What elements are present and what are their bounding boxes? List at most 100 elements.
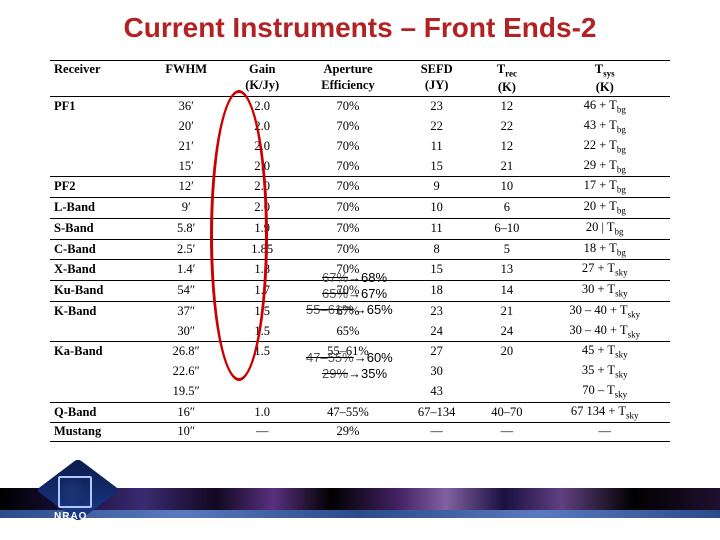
table-cell: 43 [399,382,474,402]
table-row: PF136′2.070%231246 + Tbg [50,97,670,117]
column-header: FWHM [145,61,227,97]
table-cell: 18 + Tbg [539,239,670,260]
column-header: Gain(K/Jy) [227,61,297,97]
table-cell: 9 [399,177,474,198]
table-cell: 10″ [145,423,227,442]
table-cell: 20 | Tbg [539,218,670,239]
table-cell: 67 134 + Tsky [539,402,670,423]
table-cell: 1.8 [227,260,297,281]
slide-title: Current Instruments – Front Ends-2 [0,12,720,44]
table-row: 20′2.070%222243 + Tbg [50,117,670,137]
table-cell: Mustang [50,423,145,442]
table-cell: 17 + Tbg [539,177,670,198]
efficiency-annotation: 29%→35% [322,366,387,381]
table-cell: 29 + Tbg [539,157,670,177]
table-cell: 6–10 [474,218,539,239]
table-cell: 24 [474,322,539,342]
table-cell: 2.0 [227,157,297,177]
table-cell [50,157,145,177]
table-row: 30″1.565%242430 – 40 + Tsky [50,322,670,342]
table-cell: 9′ [145,198,227,219]
table-cell: 15′ [145,157,227,177]
column-header: Receiver [50,61,145,97]
table-cell: 70% [297,218,399,239]
table-cell: 70% [297,239,399,260]
table-row: Q-Band16″1.047–55%67–13440–7067 134 + Ts… [50,402,670,423]
table-cell: 2.0 [227,117,297,137]
table-row: PF212′2.070%91017 + Tbg [50,177,670,198]
table-cell: 46 + Tbg [539,97,670,117]
table-row: 15′2.070%152129 + Tbg [50,157,670,177]
table-cell: 11 [399,218,474,239]
table-cell: 47–55% [297,402,399,423]
table-cell [50,137,145,157]
column-header: Tsys(K) [539,61,670,97]
instruments-table: ReceiverFWHMGain(K/Jy)ApertureEfficiency… [50,60,670,442]
table-cell: — [399,423,474,442]
table-cell: 11 [399,137,474,157]
table-cell: 10 [399,198,474,219]
table-row: C-Band2.5′1.8570%8518 + Tbg [50,239,670,260]
table-cell: 70% [297,157,399,177]
table-cell [474,362,539,382]
table-cell: 70 – Tsky [539,382,670,402]
table-cell: 30 – 40 + Tsky [539,322,670,342]
table-cell: 1.0 [227,402,297,423]
table-cell: 23 [399,301,474,321]
table-cell: 43 + Tbg [539,117,670,137]
table-cell: — [474,423,539,442]
table-cell: 29% [297,423,399,442]
table-cell: 70% [297,97,399,117]
table-cell: C-Band [50,239,145,260]
table-cell [227,382,297,402]
table-row: 21′2.070%111222 + Tbg [50,137,670,157]
table-cell: 20 [474,342,539,362]
column-header: SEFD(JY) [399,61,474,97]
table-cell: 5.8′ [145,218,227,239]
column-header: Trec(K) [474,61,539,97]
table-cell: 40–70 [474,402,539,423]
table-cell: 24 [399,322,474,342]
table-cell: 27 [399,342,474,362]
efficiency-annotation: 65%→67% [322,286,387,301]
logo-text: NRAO [54,511,87,522]
efficiency-annotation: 55–61%→65% [306,302,393,317]
table-cell [227,362,297,382]
table-cell: 18 [399,281,474,302]
table-cell: Ku-Band [50,281,145,302]
table-cell: 22.6″ [145,362,227,382]
table-cell: 13 [474,260,539,281]
nrao-logo: NRAO [48,470,112,520]
instruments-table-wrap: ReceiverFWHMGain(K/Jy)ApertureEfficiency… [50,60,670,442]
efficiency-annotation: 47–55%→60% [306,350,393,365]
table-cell: 20 + Tbg [539,198,670,219]
table-cell [474,382,539,402]
table-cell: 37″ [145,301,227,321]
table-cell: 6 [474,198,539,219]
table-cell: 27 + Tsky [539,260,670,281]
table-cell: 21 [474,301,539,321]
table-cell: 1.5 [227,301,297,321]
table-cell: 1.7 [227,281,297,302]
table-cell: 2.5′ [145,239,227,260]
table-cell: 70% [297,177,399,198]
table-cell: 36′ [145,97,227,117]
table-cell: PF2 [50,177,145,198]
table-cell: X-Band [50,260,145,281]
table-cell: 21′ [145,137,227,157]
table-cell: 20′ [145,117,227,137]
table-cell: K-Band [50,301,145,321]
table-cell: 14 [474,281,539,302]
table-cell: 23 [399,97,474,117]
table-cell: 65% [297,322,399,342]
table-cell [297,382,399,402]
table-cell: 54″ [145,281,227,302]
table-cell: 26.8″ [145,342,227,362]
table-cell: 30 [399,362,474,382]
table-cell: 67–134 [399,402,474,423]
table-cell: 8 [399,239,474,260]
table-cell: 22 [474,117,539,137]
table-cell: 22 [399,117,474,137]
table-cell: 15 [399,260,474,281]
efficiency-annotation: 67%→68% [322,270,387,285]
